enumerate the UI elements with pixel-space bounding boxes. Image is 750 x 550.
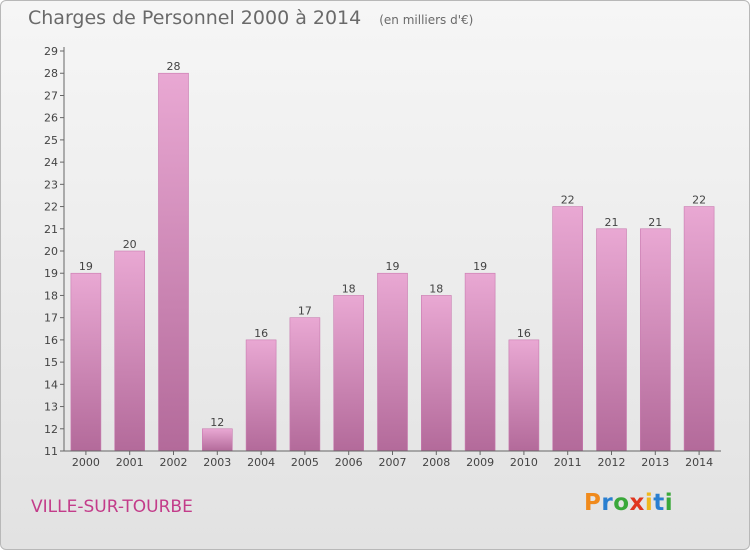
y-tick-label: 12: [44, 423, 58, 436]
x-tick-label-2007: 2007: [379, 456, 407, 469]
bar-2010: [508, 339, 540, 452]
proxiti-logo: Proxiti: [584, 490, 673, 516]
logo-letter: r: [601, 490, 614, 516]
logo-letter: t: [653, 490, 665, 516]
y-tick-label: 16: [44, 334, 58, 347]
data-label-2002: 28: [167, 60, 181, 73]
data-label-2003: 12: [210, 416, 224, 429]
y-tick-label: 26: [44, 112, 58, 125]
bar-2004: [245, 339, 277, 452]
location-label: VILLE-SUR-TOURBE: [31, 497, 193, 517]
bar-2008: [420, 295, 452, 452]
x-tick-label-2005: 2005: [291, 456, 319, 469]
data-label-2010: 16: [517, 327, 531, 340]
x-tick-label-2004: 2004: [247, 456, 275, 469]
bar-2012: [596, 228, 627, 452]
data-label-2014: 22: [692, 194, 706, 207]
bar-2014: [683, 206, 715, 452]
bar-2007: [377, 272, 408, 452]
bar-2011: [552, 206, 584, 452]
x-tick-label-2011: 2011: [554, 456, 582, 469]
bar-2000: [70, 272, 102, 452]
x-tick-label-2003: 2003: [203, 456, 231, 469]
y-tick-label: 24: [44, 156, 58, 169]
data-label-2011: 22: [561, 194, 575, 207]
logo-letter: i: [664, 490, 674, 516]
x-tick-label-2010: 2010: [510, 456, 538, 469]
x-tick-label-2001: 2001: [116, 456, 144, 469]
y-tick-label: 25: [44, 134, 58, 147]
chart-subtitle: (en milliers d'€): [379, 13, 474, 27]
data-label-2001: 20: [123, 238, 137, 251]
y-tick-label: 19: [44, 267, 58, 280]
x-tick-label-2008: 2008: [422, 456, 450, 469]
y-tick-label: 28: [44, 67, 58, 80]
bar-2002: [158, 72, 189, 452]
y-tick-label: 27: [44, 89, 58, 102]
x-tick-label-2012: 2012: [598, 456, 626, 469]
y-tick-label: 17: [44, 312, 58, 325]
bar-2006: [333, 295, 365, 452]
data-label-2007: 19: [386, 260, 400, 273]
data-label-2005: 17: [298, 305, 312, 318]
data-label-2000: 19: [79, 260, 93, 273]
bar-2009: [464, 272, 496, 452]
bar-2005: [289, 317, 321, 452]
x-tick-label-2013: 2013: [641, 456, 669, 469]
data-label-2013: 21: [648, 216, 662, 229]
y-tick-label: 23: [44, 178, 58, 191]
y-tick-label: 20: [44, 245, 58, 258]
data-label-2004: 16: [254, 327, 268, 340]
bar-2001: [114, 250, 145, 452]
chart-title: Charges de Personnel 2000 à 2014 (en mill…: [28, 7, 474, 29]
logo-letter: i: [644, 490, 654, 516]
data-label-2008: 18: [429, 282, 443, 295]
y-tick-label: 21: [44, 223, 58, 236]
y-tick-label: 11: [44, 445, 58, 458]
x-tick-label-2006: 2006: [335, 456, 363, 469]
y-tick-label: 18: [44, 289, 58, 302]
bar-2013: [639, 228, 671, 452]
y-tick-label: 29: [44, 45, 58, 58]
x-tick-label-2000: 2000: [72, 456, 100, 469]
x-tick-label-2014: 2014: [685, 456, 713, 469]
logo-letter: x: [629, 490, 645, 516]
y-tick-label: 15: [44, 356, 58, 369]
data-label-2006: 18: [342, 282, 356, 295]
y-tick-label: 22: [44, 201, 58, 214]
bar-2003: [202, 428, 233, 452]
logo-letter: P: [584, 490, 602, 516]
x-tick-label-2002: 2002: [160, 456, 188, 469]
y-tick-label: 13: [44, 401, 58, 414]
y-tick-label: 14: [44, 378, 58, 391]
x-tick-label-2009: 2009: [466, 456, 494, 469]
data-label-2012: 21: [605, 216, 619, 229]
data-label-2009: 19: [473, 260, 487, 273]
logo-letter: o: [613, 490, 630, 516]
